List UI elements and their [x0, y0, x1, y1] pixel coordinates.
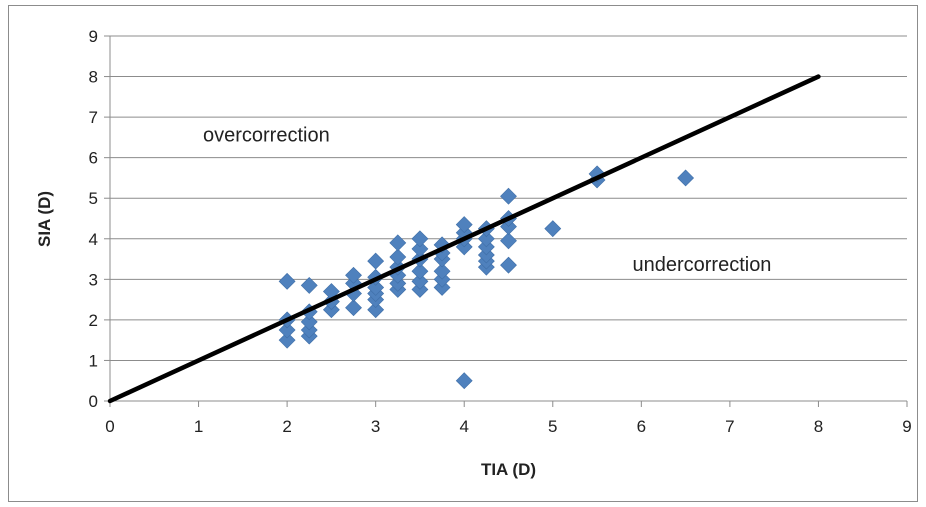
- y-axis-title: SIA (D): [35, 191, 54, 247]
- data-point: [477, 230, 495, 248]
- data-points: [278, 165, 695, 390]
- x-tick-label-3: 3: [371, 417, 380, 436]
- data-point: [544, 220, 562, 238]
- data-point: [278, 331, 296, 349]
- y-tick-label-1: 1: [89, 351, 98, 370]
- grid-lines: [110, 35, 907, 361]
- x-tick-label-4: 4: [459, 417, 468, 436]
- y-tick-label-6: 6: [89, 149, 98, 168]
- annotation-overcorrection: overcorrection: [203, 124, 330, 146]
- y-tick-label-9: 9: [89, 27, 98, 46]
- data-point: [278, 272, 296, 290]
- data-point: [455, 216, 473, 234]
- data-point: [367, 301, 385, 319]
- data-point: [345, 266, 362, 284]
- data-point: [300, 313, 318, 331]
- data-point: [500, 256, 517, 274]
- reference-line: [107, 74, 821, 404]
- y-tick-label-4: 4: [89, 230, 98, 249]
- y-tick-label-7: 7: [89, 108, 98, 127]
- data-point: [411, 262, 429, 280]
- x-tick-label-5: 5: [548, 417, 557, 436]
- data-point: [300, 276, 318, 294]
- y-tick-label-2: 2: [89, 311, 98, 330]
- data-point: [278, 321, 296, 339]
- x-tick-label-8: 8: [814, 417, 823, 436]
- data-point: [500, 232, 517, 250]
- y-tick-label-0: 0: [89, 392, 98, 411]
- data-point: [455, 372, 473, 390]
- x-tick-label-1: 1: [194, 417, 203, 436]
- x-tick-labels: 0 1 2 3 4 5 6 7 8 9: [105, 417, 911, 436]
- x-tick-label-6: 6: [637, 417, 646, 436]
- x-axis-title: TIA (D): [481, 460, 536, 479]
- data-point: [500, 187, 517, 205]
- data-point: [677, 169, 695, 187]
- data-point: [411, 272, 429, 290]
- data-point: [433, 262, 451, 280]
- data-point: [367, 252, 385, 270]
- x-tick-label-9: 9: [902, 417, 911, 436]
- x-tick-label-2: 2: [282, 417, 291, 436]
- x-tick-label-0: 0: [105, 417, 114, 436]
- reference-line-layer: [107, 74, 821, 404]
- annotation-undercorrection: undercorrection: [632, 254, 771, 276]
- y-tick-labels: 0 1 2 3 4 5 6 7 8 9: [89, 27, 98, 411]
- axes: [104, 35, 908, 407]
- data-point: [411, 230, 429, 248]
- y-tick-label-8: 8: [89, 68, 98, 87]
- y-tick-label-5: 5: [89, 189, 98, 208]
- annotations: overcorrection undercorrection: [203, 124, 771, 276]
- data-point: [345, 299, 362, 317]
- x-tick-label-7: 7: [725, 417, 734, 436]
- data-point: [389, 234, 407, 252]
- data-point: [389, 248, 407, 266]
- y-tick-label-3: 3: [89, 270, 98, 289]
